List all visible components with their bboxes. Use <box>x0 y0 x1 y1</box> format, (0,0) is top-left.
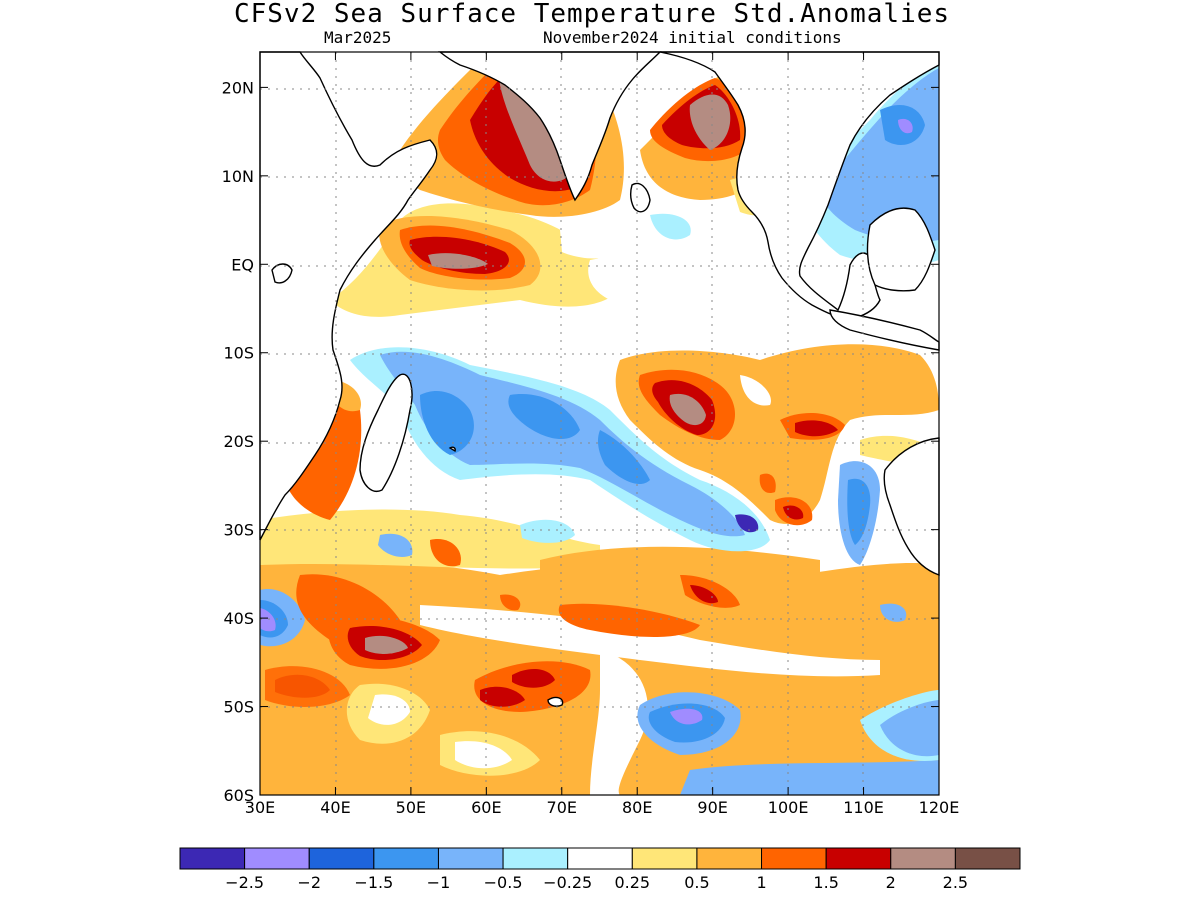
colorbar-label: −1 <box>427 873 451 892</box>
colorbar-swatch <box>502 847 569 870</box>
colorbar-label: 1 <box>756 873 766 892</box>
lon-tick-label: 60E <box>471 798 501 817</box>
colorbar-label: 0.5 <box>684 873 709 892</box>
colorbar-swatch <box>179 847 246 870</box>
lat-tick-label: 20S <box>223 432 254 451</box>
colorbar-label: 1.5 <box>813 873 838 892</box>
colorbar-swatch <box>308 847 375 870</box>
lat-tick-label: 30S <box>223 521 254 540</box>
gridlines <box>260 52 939 795</box>
lon-tick-label: 80E <box>622 798 652 817</box>
colorbar-swatch <box>437 847 504 870</box>
longitude-axis: 30E 40E 50E 60E 70E 80E 90E 100E 110E 120E <box>245 52 960 817</box>
colorbar-label: −1.5 <box>354 873 393 892</box>
colorbar-swatch <box>761 847 827 870</box>
lon-tick-label: 100E <box>768 798 809 817</box>
lat-tick-label: 20N <box>222 78 254 97</box>
lon-tick-label: 90E <box>697 798 727 817</box>
colorbar-label: 2 <box>886 873 896 892</box>
latitude-axis: 20N 10N EQ 10S 20S 30S 40S 50S 60S <box>222 78 939 805</box>
colorbar-swatch <box>373 847 439 870</box>
colorbar: −2.5 −2 −1.5 −1 −0.5 −0.25 0.25 0.5 1 1.5 2 2.5 <box>179 847 1021 892</box>
lat-tick-label: 10S <box>223 344 254 363</box>
lon-tick-label: 50E <box>396 798 426 817</box>
colorbar-swatch <box>954 847 1021 870</box>
colorbar-swatch <box>890 847 956 870</box>
colorbar-swatch <box>631 847 698 870</box>
colorbar-swatch <box>825 847 892 870</box>
lat-tick-label: EQ <box>231 255 254 274</box>
lat-tick-label: 40S <box>223 609 254 628</box>
lat-tick-label: 50S <box>223 698 254 717</box>
lon-tick-label: 110E <box>843 798 884 817</box>
lon-tick-label: 40E <box>320 798 350 817</box>
initial-conditions-label: November2024 initial conditions <box>543 28 842 47</box>
colorbar-label: 2.5 <box>943 873 968 892</box>
colorbar-label: −2 <box>297 873 321 892</box>
colorbar-label: 0.25 <box>614 873 650 892</box>
colorbar-label: −0.25 <box>543 873 592 892</box>
colorbar-swatch <box>696 847 763 870</box>
colorbar-label: −2.5 <box>225 873 264 892</box>
lat-tick-label: 60S <box>223 786 254 805</box>
valid-month-label: Mar2025 <box>324 28 392 47</box>
colorbar-swatch <box>244 847 310 870</box>
lon-tick-label: 120E <box>919 798 960 817</box>
map-frame <box>259 51 940 796</box>
colorbar-label: −0.5 <box>484 873 523 892</box>
map-title: CFSv2 Sea Surface Temperature Std.Anomal… <box>233 0 951 29</box>
colorbar-swatch <box>567 847 633 870</box>
lon-tick-label: 30E <box>245 798 275 817</box>
lat-tick-label: 10N <box>222 167 254 186</box>
lon-tick-label: 70E <box>547 798 577 817</box>
